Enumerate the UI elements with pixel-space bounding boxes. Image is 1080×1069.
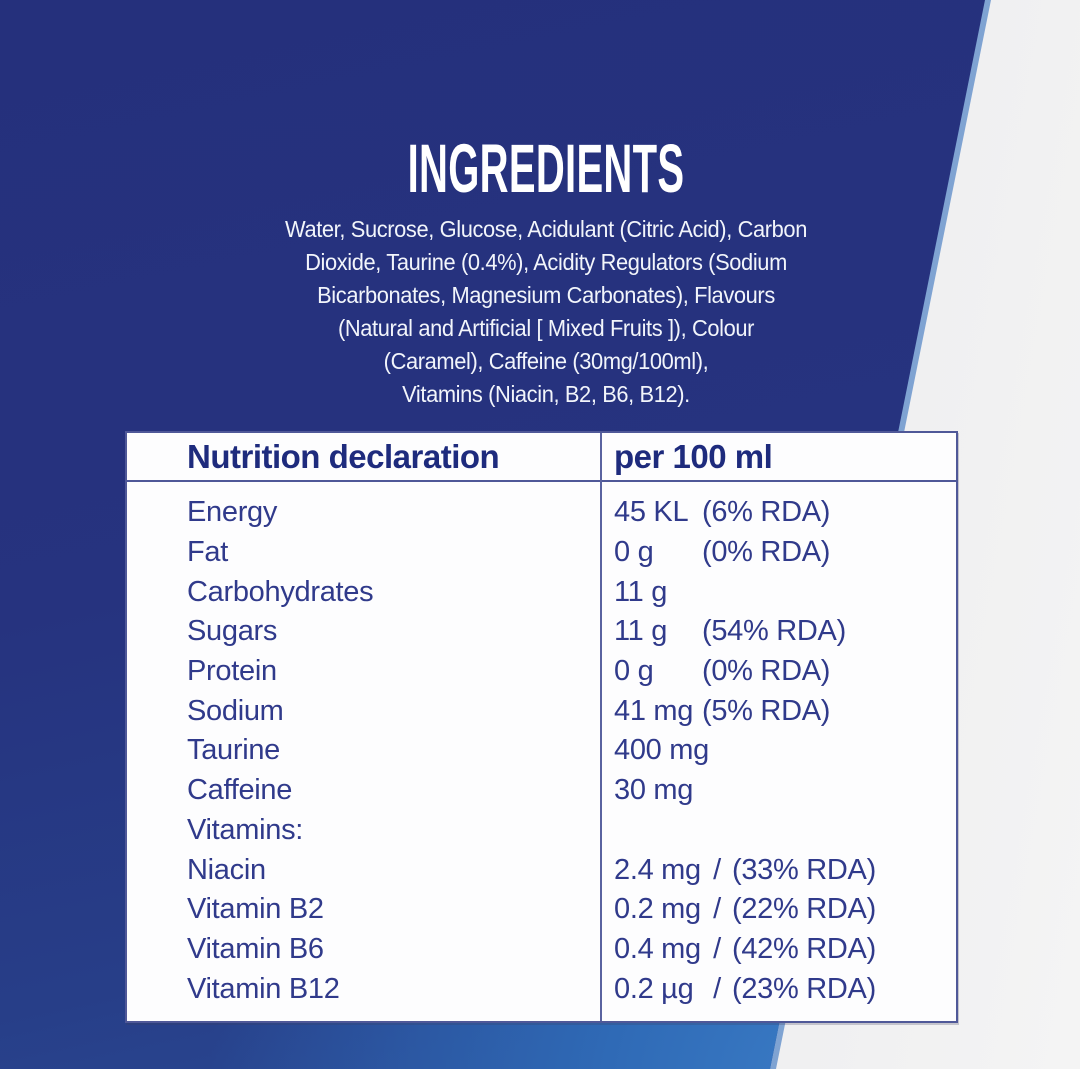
nutrient-amount: 0.2 µg: [614, 972, 694, 1005]
ingredients-line: Bicarbonates, Magnesium Carbonates), Fla…: [317, 282, 775, 308]
table-row: Vitamin B6 0.4 mg / (42% RDA): [127, 930, 956, 970]
table-row: Sodium 41 mg (5% RDA): [127, 691, 956, 731]
value-separator: /: [713, 932, 721, 965]
table-row: Energy 45 KL (6% RDA): [127, 493, 956, 533]
table-row: Carbohydrates 11 g: [127, 572, 956, 612]
table-row: Vitamin B12 0.2 µg / (23% RDA): [127, 969, 956, 1009]
table-row: Vitamins:: [127, 811, 956, 851]
nutrient-label: Sodium: [187, 694, 284, 727]
table-row: Caffeine 30 mg: [127, 771, 956, 811]
nutrient-value: 11 g (54% RDA): [600, 615, 956, 648]
nutrient-amount: 0.4 mg: [614, 932, 701, 965]
table-header-per-100-ml: per 100 ml: [614, 437, 773, 475]
nutrient-rda: (5% RDA): [702, 694, 831, 727]
nutrient-label: Energy: [187, 496, 278, 529]
nutrient-value: 0.2 µg / (23% RDA): [600, 973, 956, 1006]
nutrient-value: 41 mg (5% RDA): [600, 695, 956, 728]
nutrient-amount: 11 g: [614, 615, 668, 648]
table-row: Niacin 2.4 mg / (33% RDA): [127, 850, 956, 890]
nutrient-value: 11 g: [600, 576, 956, 609]
nutrient-label: Protein: [187, 655, 277, 688]
nutrient-label: Vitamin B2: [187, 893, 324, 926]
nutrient-amount: 11 g: [614, 575, 668, 608]
ingredients-line: (Natural and Artificial [ Mixed Fruits ]…: [337, 315, 755, 341]
ingredients-text: Water, Sucrose, Glucose, Acidulant (Citr…: [261, 213, 831, 411]
table-row: Taurine 400 mg: [127, 731, 956, 771]
nutrient-value: [600, 814, 956, 847]
table-column-divider: [600, 433, 602, 1021]
nutrient-value: 0 g (0% RDA): [600, 536, 956, 569]
nutrient-amount: 0 g: [614, 536, 654, 569]
table-row: Protein 0 g (0% RDA): [127, 652, 956, 692]
nutrient-rda: (6% RDA): [702, 496, 831, 529]
nutrient-label: Taurine: [187, 734, 281, 767]
table-body: Energy 45 KL (6% RDA) Fat 0 g (0% RDA) Carbohy…: [127, 482, 956, 1009]
table-row: Fat 0 g (0% RDA): [127, 533, 956, 573]
nutrient-value: 2.4 mg / (33% RDA): [600, 854, 956, 887]
nutrient-value: 0.4 mg / (42% RDA): [600, 933, 956, 966]
value-separator: /: [713, 972, 721, 1005]
nutrient-label: Vitamins:: [187, 813, 304, 846]
nutrient-amount: 400 mg: [614, 734, 709, 767]
table-header-row: Nutrition declaration per 100 ml: [127, 433, 956, 482]
nutrient-label: Sugars: [187, 615, 278, 648]
nutrient-label: Vitamin B6: [187, 932, 324, 965]
nutrient-label: Niacin: [187, 853, 266, 886]
nutrient-label: Vitamin B12: [187, 972, 340, 1005]
nutrient-value: 400 mg: [600, 734, 956, 767]
table-header-nutrition-declaration: Nutrition declaration: [187, 437, 500, 475]
nutrient-label: Carbohydrates: [187, 575, 374, 608]
nutrient-rda: (33% RDA): [732, 853, 876, 886]
nutrient-rda: (0% RDA): [702, 536, 831, 569]
ingredients-line: (Caramel), Caffeine (30mg/100ml),: [383, 348, 709, 374]
nutrient-amount: 2.4 mg: [614, 853, 701, 886]
nutrient-label: Caffeine: [187, 774, 293, 807]
nutrient-amount: 30 mg: [614, 774, 694, 807]
nutrient-amount: 45 KL: [614, 496, 689, 529]
nutrition-table: Nutrition declaration per 100 ml Energy 4…: [125, 431, 958, 1023]
nutrient-amount: 41 mg: [614, 694, 694, 727]
nutrient-label: Fat: [187, 536, 228, 569]
ingredients-line: Water, Sucrose, Glucose, Acidulant (Citr…: [285, 216, 807, 242]
ingredients-line: Dioxide, Taurine (0.4%), Acidity Regulat…: [305, 249, 787, 275]
nutrient-value: 30 mg: [600, 774, 956, 807]
nutrient-rda: (54% RDA): [702, 615, 846, 648]
ingredients-title: INGREDIENTS: [407, 130, 685, 207]
ingredients-line: Vitamins (Niacin, B2, B6, B12).: [402, 381, 690, 407]
nutrient-amount: 0 g: [614, 655, 654, 688]
nutrient-rda: (22% RDA): [732, 893, 876, 926]
value-separator: /: [713, 893, 721, 926]
nutrient-rda: (23% RDA): [732, 972, 876, 1005]
nutrient-value: 0.2 mg / (22% RDA): [600, 893, 956, 926]
table-row: Sugars 11 g (54% RDA): [127, 612, 956, 652]
nutrient-rda: (42% RDA): [732, 932, 876, 965]
value-separator: /: [713, 853, 721, 886]
nutrient-rda: (0% RDA): [702, 655, 831, 688]
nutrient-value: 0 g (0% RDA): [600, 655, 956, 688]
table-row: Vitamin B2 0.2 mg / (22% RDA): [127, 890, 956, 930]
nutrient-amount: 0.2 mg: [614, 893, 701, 926]
nutrient-value: 45 KL (6% RDA): [600, 496, 956, 529]
